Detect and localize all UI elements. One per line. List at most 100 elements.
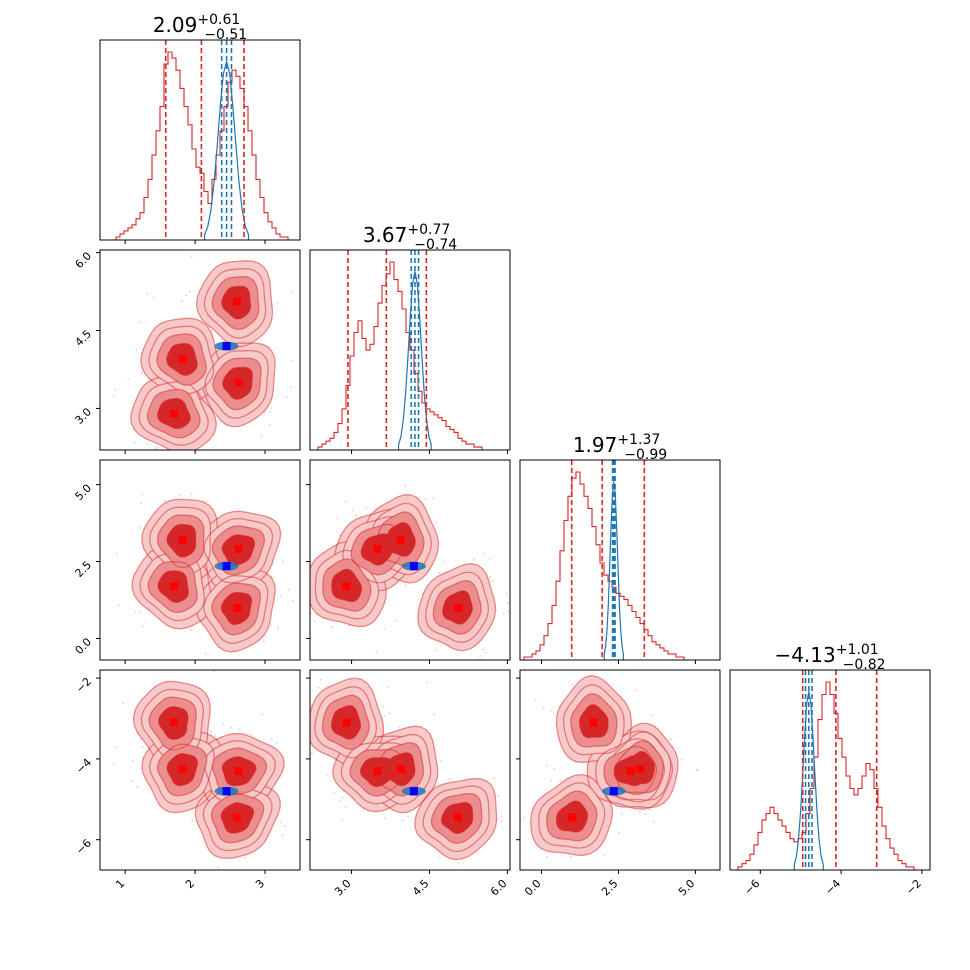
- scatter-point: [114, 746, 117, 748]
- histogram-panel-3: −4.13+1.01 −0.82: [729, 642, 931, 871]
- scatter-point: [136, 785, 139, 788]
- scatter-point: [401, 819, 404, 821]
- scatter-point: [457, 862, 460, 865]
- scatter-point: [133, 441, 136, 444]
- scatter-point: [204, 653, 207, 655]
- scatter-point: [516, 826, 518, 828]
- contour-line-3: [222, 366, 254, 400]
- contour-line-3: [385, 522, 416, 558]
- contour-line-1: [424, 571, 490, 644]
- scatter-point: [139, 610, 142, 613]
- scatter-point: [164, 500, 167, 503]
- scatter-point: [341, 796, 344, 799]
- contour-line-1: [149, 735, 215, 805]
- scatter-point: [345, 500, 347, 503]
- panel-0-3: [99, 669, 301, 871]
- posterior-b-marker: [409, 562, 418, 571]
- scatter-point: [398, 726, 401, 729]
- panel-frame: [519, 459, 721, 661]
- scatter-point: [300, 626, 302, 628]
- scatter-point: [424, 498, 427, 500]
- panel-content: [522, 673, 699, 885]
- contour-line-3: [555, 800, 589, 833]
- scatter-point: [290, 291, 293, 293]
- mode-marker: [342, 582, 351, 591]
- contour-line-0: [194, 778, 281, 860]
- scatter-point: [696, 769, 699, 772]
- scatter-point: [350, 666, 352, 668]
- scatter-point: [261, 713, 264, 716]
- contour-line-0: [132, 680, 211, 768]
- scatter-point: [407, 815, 409, 818]
- title-plus: +1.37: [617, 432, 660, 448]
- contour-line-2: [432, 579, 482, 635]
- contour-line-2: [146, 388, 201, 439]
- contour-line-0: [130, 373, 217, 450]
- scatter-point: [571, 683, 574, 686]
- contour-line-1: [204, 349, 269, 419]
- scatter-point: [339, 799, 341, 802]
- contour-line-3: [442, 590, 474, 625]
- contour-line-3: [440, 801, 474, 835]
- scatter-point: [250, 733, 253, 736]
- scatter-point: [583, 883, 585, 885]
- posterior-b-marker: [409, 787, 418, 796]
- scatter-point: [507, 602, 510, 604]
- scatter-point: [644, 812, 647, 815]
- scatter-point: [412, 874, 414, 876]
- scatter-point: [331, 626, 333, 629]
- scatter-point: [559, 779, 562, 782]
- scatter-point: [153, 296, 155, 299]
- scatter-point: [97, 491, 99, 493]
- scatter-point: [404, 584, 407, 587]
- contour-line-1: [139, 553, 206, 622]
- title-median: −4.13: [774, 643, 835, 667]
- scatter-point: [141, 625, 144, 628]
- contour-line-0: [414, 778, 498, 861]
- contour-line-3: [330, 704, 362, 740]
- scatter-point: [479, 655, 481, 658]
- contour-line-3: [579, 703, 609, 739]
- scatter-point: [185, 294, 187, 296]
- contour-line-2: [211, 275, 260, 331]
- scatter-point: [279, 821, 282, 824]
- contour-line-3: [165, 342, 198, 377]
- panel-title-0: 2.09+0.61 −0.51: [153, 12, 247, 43]
- scatter-point: [146, 292, 148, 295]
- x-tick-label: 3: [253, 877, 267, 891]
- scatter-point: [302, 610, 304, 612]
- scatter-point: [270, 624, 272, 626]
- contour-line-3: [220, 285, 252, 320]
- scatter-point: [383, 628, 386, 630]
- contour-line-3: [166, 752, 199, 787]
- scatter-point: [263, 640, 265, 643]
- contour-line-1: [140, 688, 204, 759]
- contour-line-3: [220, 591, 253, 626]
- contour-line-1: [562, 684, 625, 756]
- title-minus: −0.82: [843, 657, 886, 673]
- panel-content: [300, 485, 510, 658]
- contour-line-2: [148, 696, 197, 751]
- scatter-point: [230, 726, 233, 729]
- contour-line-3: [221, 534, 256, 566]
- scatter-point: [493, 776, 496, 779]
- scatter-point: [303, 589, 305, 591]
- scatter-point: [593, 673, 595, 675]
- title-minus: −0.74: [414, 237, 457, 253]
- scatter-point: [365, 507, 368, 509]
- scatter-point: [276, 627, 279, 630]
- contour-line-2: [210, 793, 265, 844]
- scatter-point: [585, 764, 588, 766]
- scatter-point: [448, 778, 451, 780]
- mode-marker: [170, 409, 179, 418]
- scatter-point: [116, 553, 118, 555]
- panel-frame: [99, 459, 301, 661]
- histogram-b: [398, 271, 432, 450]
- contour-line-3: [613, 755, 648, 787]
- scatter-point: [141, 493, 144, 495]
- panel-content: [112, 670, 286, 869]
- scatter-point: [382, 706, 385, 709]
- panel-frame: [99, 249, 301, 451]
- panel-0-1: [99, 249, 301, 451]
- mode-marker: [373, 767, 382, 775]
